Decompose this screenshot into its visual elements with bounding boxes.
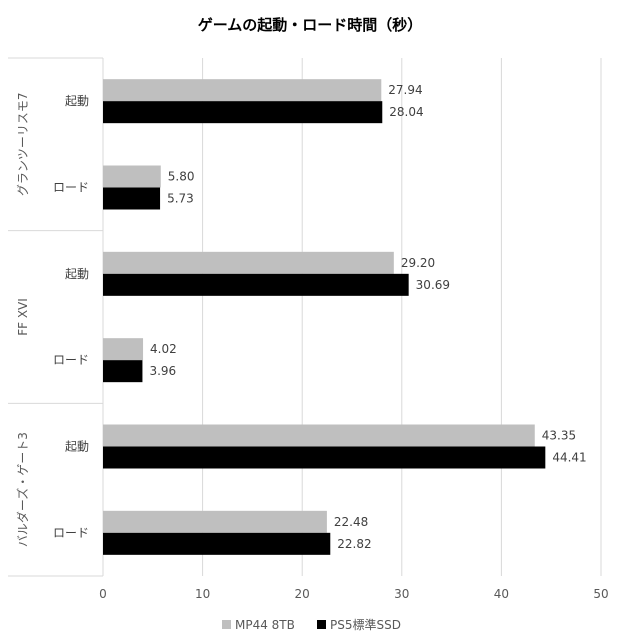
x-axis-ticks: 0 10 20 30 40 50 bbox=[99, 587, 608, 601]
data-label: 29.20 bbox=[401, 256, 435, 270]
bar bbox=[103, 510, 327, 533]
data-label: 27.94 bbox=[388, 83, 422, 97]
x-tick-label: 0 bbox=[99, 587, 107, 601]
category-label: ロード bbox=[53, 353, 89, 367]
bars bbox=[103, 79, 546, 555]
x-tick-label: 20 bbox=[295, 587, 310, 601]
bar bbox=[103, 338, 144, 361]
category-label: ロード bbox=[53, 526, 89, 540]
category-label: 起動 bbox=[65, 94, 89, 108]
group-label: FF XVI bbox=[16, 298, 30, 336]
data-label: 43.35 bbox=[542, 429, 576, 443]
data-label: 44.41 bbox=[552, 451, 586, 465]
legend-swatch bbox=[222, 620, 231, 629]
legend-label: PS5標準SSD bbox=[330, 617, 401, 632]
data-label: 30.69 bbox=[416, 278, 450, 292]
category-label: ロード bbox=[53, 181, 89, 195]
x-tick-label: 50 bbox=[593, 587, 608, 601]
bar bbox=[103, 165, 161, 188]
data-label: 22.82 bbox=[337, 537, 371, 551]
data-label: 4.02 bbox=[150, 342, 177, 356]
data-label: 3.96 bbox=[149, 364, 176, 378]
category-label: 起動 bbox=[65, 267, 89, 281]
bar bbox=[103, 424, 535, 447]
chart-title: ゲームの起動・ロード時間（秒） bbox=[198, 16, 423, 34]
bar bbox=[103, 251, 394, 274]
bar bbox=[103, 187, 161, 210]
legend: MP44 8TB PS5標準SSD bbox=[222, 617, 401, 632]
data-label: 22.48 bbox=[334, 515, 368, 529]
data-label: 5.73 bbox=[167, 192, 194, 206]
x-tick-label: 30 bbox=[394, 587, 409, 601]
bar bbox=[103, 101, 383, 124]
data-labels: 27.94 28.04 5.80 5.73 29.20 30.69 4.02 3.96 43.3… bbox=[149, 83, 586, 551]
gridlines bbox=[202, 58, 602, 576]
bar bbox=[103, 360, 143, 383]
data-label: 28.04 bbox=[389, 105, 423, 119]
bar bbox=[103, 79, 382, 102]
bar bbox=[103, 273, 409, 296]
group-label: グランツーリスモ7 bbox=[16, 93, 30, 197]
bar bbox=[103, 446, 546, 469]
group-label: バルダーズ・ゲート3 bbox=[15, 432, 30, 547]
x-tick-label: 40 bbox=[494, 587, 509, 601]
x-tick-label: 10 bbox=[195, 587, 210, 601]
data-label: 5.80 bbox=[168, 170, 195, 184]
legend-swatch bbox=[317, 620, 326, 629]
legend-label: MP44 8TB bbox=[235, 618, 295, 632]
category-label: 起動 bbox=[65, 440, 89, 454]
bar bbox=[103, 532, 331, 555]
